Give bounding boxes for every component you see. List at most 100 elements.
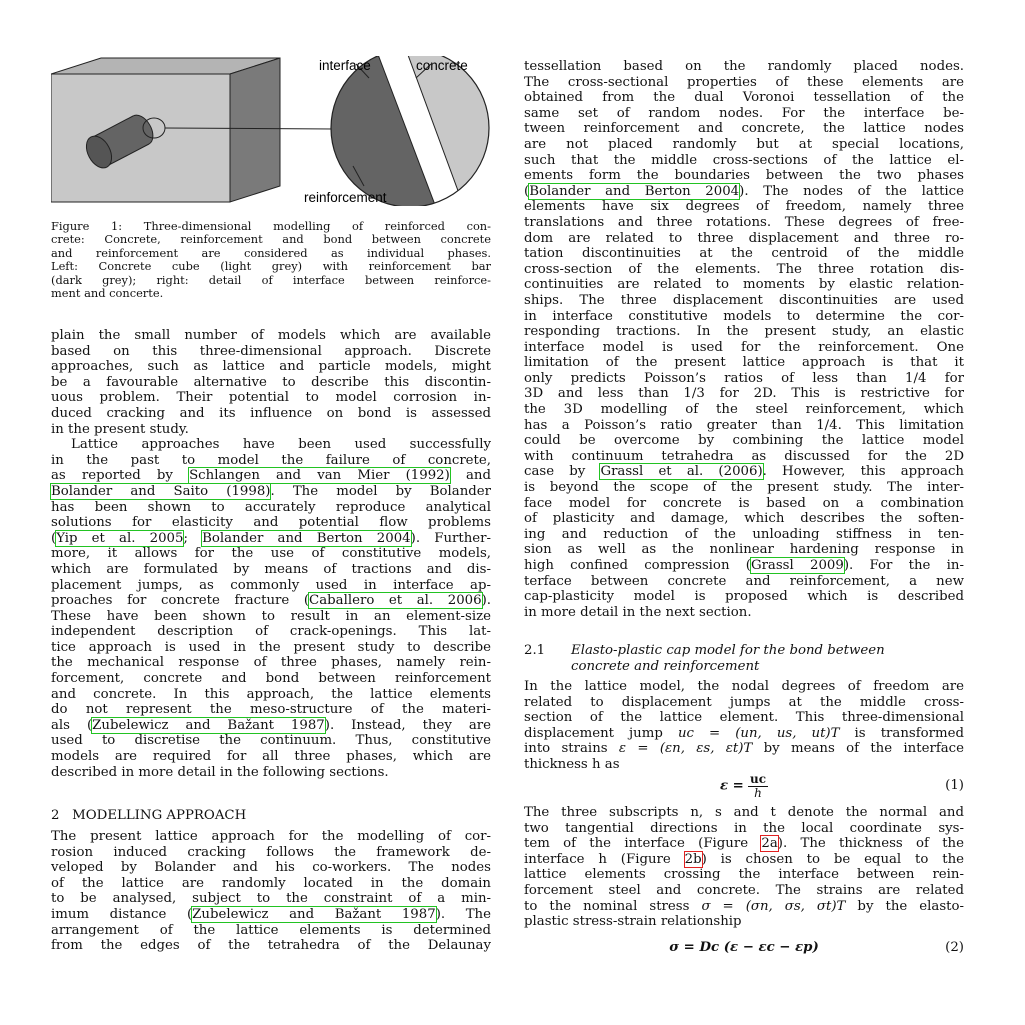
- text-line: ements form the boundaries between the t…: [524, 168, 964, 184]
- citation-link[interactable]: Bolander and Saito (1998): [49, 482, 272, 500]
- text-line: interface model is used for the reinforc…: [524, 339, 964, 355]
- text-line: more, it allows for the use of constitut…: [51, 546, 491, 562]
- text-line: rosion induced cracking follows the fram…: [51, 844, 491, 860]
- text-line: ing and reduction of the unloading stiff…: [524, 526, 964, 542]
- text-line: related to displacement jumps at the mid…: [524, 694, 964, 710]
- text-line: same set of random nodes. For the interf…: [524, 105, 964, 121]
- text-line: the 3D modelling of the steel reinforcem…: [524, 402, 964, 418]
- text-line: thickness h as: [524, 756, 620, 772]
- text-line: dom are related to three displacement an…: [524, 230, 964, 246]
- text-line: tessellation based on the randomly place…: [524, 59, 964, 74]
- text-line: with continuum tetrahedra as discussed f…: [524, 448, 964, 464]
- text-line: are not placed randomly but at special l…: [524, 136, 964, 152]
- text-line: has a Poisson’s ratio greater than 1/4. …: [524, 417, 964, 433]
- text-line: has been shown to accurately reproduce a…: [51, 499, 491, 515]
- text-line: veloped by Bolander and his co-workers. …: [51, 860, 491, 876]
- citation-link[interactable]: Yip et al. 2005: [55, 529, 185, 547]
- text-line: cross-section of the elements. The three…: [524, 261, 964, 277]
- citation-link[interactable]: Grassl et al. (2006): [599, 463, 764, 481]
- label-interface: interface: [319, 58, 371, 73]
- text-line: tation discontinuities at the centroid o…: [524, 246, 964, 262]
- fraction-numerator: uc: [748, 772, 769, 787]
- text-line: The present lattice approach for the mod…: [51, 829, 491, 844]
- text-line: duced cracking and its influence on bond…: [51, 405, 491, 421]
- paragraph: The three subscripts n, s and t denote t…: [524, 805, 964, 930]
- citation-link[interactable]: Zubelewicz and Bažant 1987: [191, 905, 437, 923]
- text-line: (Bolander and Berton 2004). The nodes of…: [524, 182, 964, 200]
- text-line: proaches for concrete fracture (Caballer…: [51, 592, 491, 610]
- cube-side-face: [229, 57, 281, 203]
- text-line: high confined compression (Grassl 2009).…: [524, 557, 964, 574]
- text-line: two tangential directions in the local c…: [524, 820, 964, 836]
- text-line: tice approach is used in the present stu…: [51, 639, 491, 655]
- text-line: Bolander and Saito (1998). The model by …: [49, 482, 491, 500]
- text-line: case by Grassl et al. (2006). However, t…: [524, 463, 964, 481]
- text-line: als (Zubelewicz and Bažant 1987). Instea…: [51, 716, 491, 734]
- text-line: displacement jump uc = (un, us, ut)T is …: [524, 725, 964, 741]
- text-line: could be overcome by combining the latti…: [524, 433, 964, 449]
- subsection-title-line: concrete and reinforcement: [571, 659, 760, 674]
- subsection-title-line: Elasto-plastic cap model for the bond be…: [571, 643, 885, 658]
- caption-line: ment and concerte.: [51, 285, 164, 300]
- caption-line: and reinforcement are considered as indi…: [51, 245, 491, 260]
- text-line: which are formulated by means of tractio…: [51, 561, 491, 577]
- text-line: These have been shown to result in an el…: [51, 608, 491, 624]
- citation-link[interactable]: Zubelewicz and Bažant 1987: [91, 716, 326, 734]
- text-line: only predicts Poisson’s ratios of less t…: [524, 370, 964, 386]
- text-line: of the lattice are randomly located in t…: [51, 875, 491, 891]
- equation-body: σ = Dc (ε − εc − εp): [669, 940, 819, 955]
- equation-number: (1): [945, 778, 964, 793]
- citation-link[interactable]: Schlangen and van Mier (1992): [188, 467, 451, 485]
- citation-link[interactable]: Bolander and Berton 2004: [528, 182, 741, 200]
- figure-reference-link[interactable]: 2a: [760, 835, 779, 853]
- text-line: as reported by Schlangen and van Mier (1…: [51, 467, 492, 485]
- text-line: face model for concrete is based on a co…: [524, 495, 964, 511]
- text-line: (Yip et al. 2005; Bolander and Berton 20…: [51, 529, 491, 547]
- text-line: obtained from the dual Voronoi tessellat…: [524, 90, 964, 106]
- subsection-number: 2.1: [524, 643, 546, 658]
- text-line: arrangement of the lattice elements is d…: [51, 922, 491, 938]
- figure-reference-link[interactable]: 2b: [683, 850, 703, 868]
- text-line: the mechanical response of three phases,…: [51, 655, 491, 671]
- text-line: uous problem. Their potential to model c…: [51, 390, 491, 406]
- text-line: in the past to model the failure of conc…: [51, 452, 491, 468]
- caption-line: Left: Concrete cube (light grey) with re…: [51, 259, 491, 274]
- text-line: is beyond the scope of the present study…: [524, 480, 964, 496]
- citation-link[interactable]: Caballero et al. 2006: [308, 592, 483, 610]
- text-line: imum distance (Zubelewicz and Bažant 198…: [51, 905, 491, 923]
- reinforcement-bar: [85, 114, 166, 169]
- text-line: interface h (Figure 2b) is chosen to be …: [524, 850, 964, 868]
- text-line: The cross-sectional properties of these …: [524, 74, 964, 90]
- text-line: to the nominal stress σ = (σn, σs, σt)T …: [524, 898, 964, 914]
- paragraph: tessellation based on the randomly place…: [524, 59, 964, 620]
- text-line: used to discretise the continuum. Thus, …: [51, 733, 491, 749]
- text-line: of plasticity and damage, which describe…: [524, 511, 964, 527]
- text-line: forcement steel and concrete. The strain…: [524, 882, 964, 898]
- text-line: solutions for elasticity and potential f…: [51, 515, 491, 531]
- caption-line: (dark grey); right: detail of interface …: [51, 272, 491, 287]
- text-line: into strains ε = (εn, εs, εt)T by means …: [524, 741, 964, 757]
- text-line: to be analysed, subject to the constrain…: [51, 891, 491, 907]
- section-heading: 2 MODELLING APPROACH: [51, 808, 247, 823]
- figure-caption: Figure 1: Three-dimensional modelling of…: [51, 219, 491, 300]
- paragraph: The present lattice approach for the mod…: [51, 829, 491, 954]
- text-line: terface between concrete and reinforceme…: [524, 573, 964, 589]
- equation-2: σ = Dc (ε − εc − εp) (2): [524, 940, 964, 964]
- equation-fraction: uc h: [748, 772, 769, 800]
- figure-1-illustration: interface concrete reinforcement: [51, 56, 490, 206]
- text-line: based on this three-dimensional approach…: [51, 343, 491, 359]
- citation-link[interactable]: Grassl 2009: [749, 557, 845, 574]
- text-line: in the present study.: [51, 421, 189, 437]
- text-line: do not represent the meso-structure of t…: [51, 702, 491, 718]
- text-line: responding tractions. In the present stu…: [524, 324, 964, 340]
- paragraph: In the lattice model, the nodal degrees …: [524, 679, 964, 773]
- text-line: continuities are related to moments by e…: [524, 277, 964, 293]
- citation-link[interactable]: Bolander and Berton 2004: [201, 529, 412, 547]
- text-line: tween reinforcement and concrete, the la…: [524, 121, 964, 137]
- text-line: from the edges of the tetrahedra of the …: [51, 938, 491, 954]
- equation-1: ε = uc h (1): [524, 772, 964, 800]
- math-inline: σ = (σn, σs, σt)T: [701, 898, 846, 914]
- text-line: sion as well as the nonlinear hardening …: [524, 542, 964, 558]
- text-line: Lattice approaches have been used succes…: [71, 437, 491, 453]
- text-line: limitation of the present lattice approa…: [524, 355, 964, 371]
